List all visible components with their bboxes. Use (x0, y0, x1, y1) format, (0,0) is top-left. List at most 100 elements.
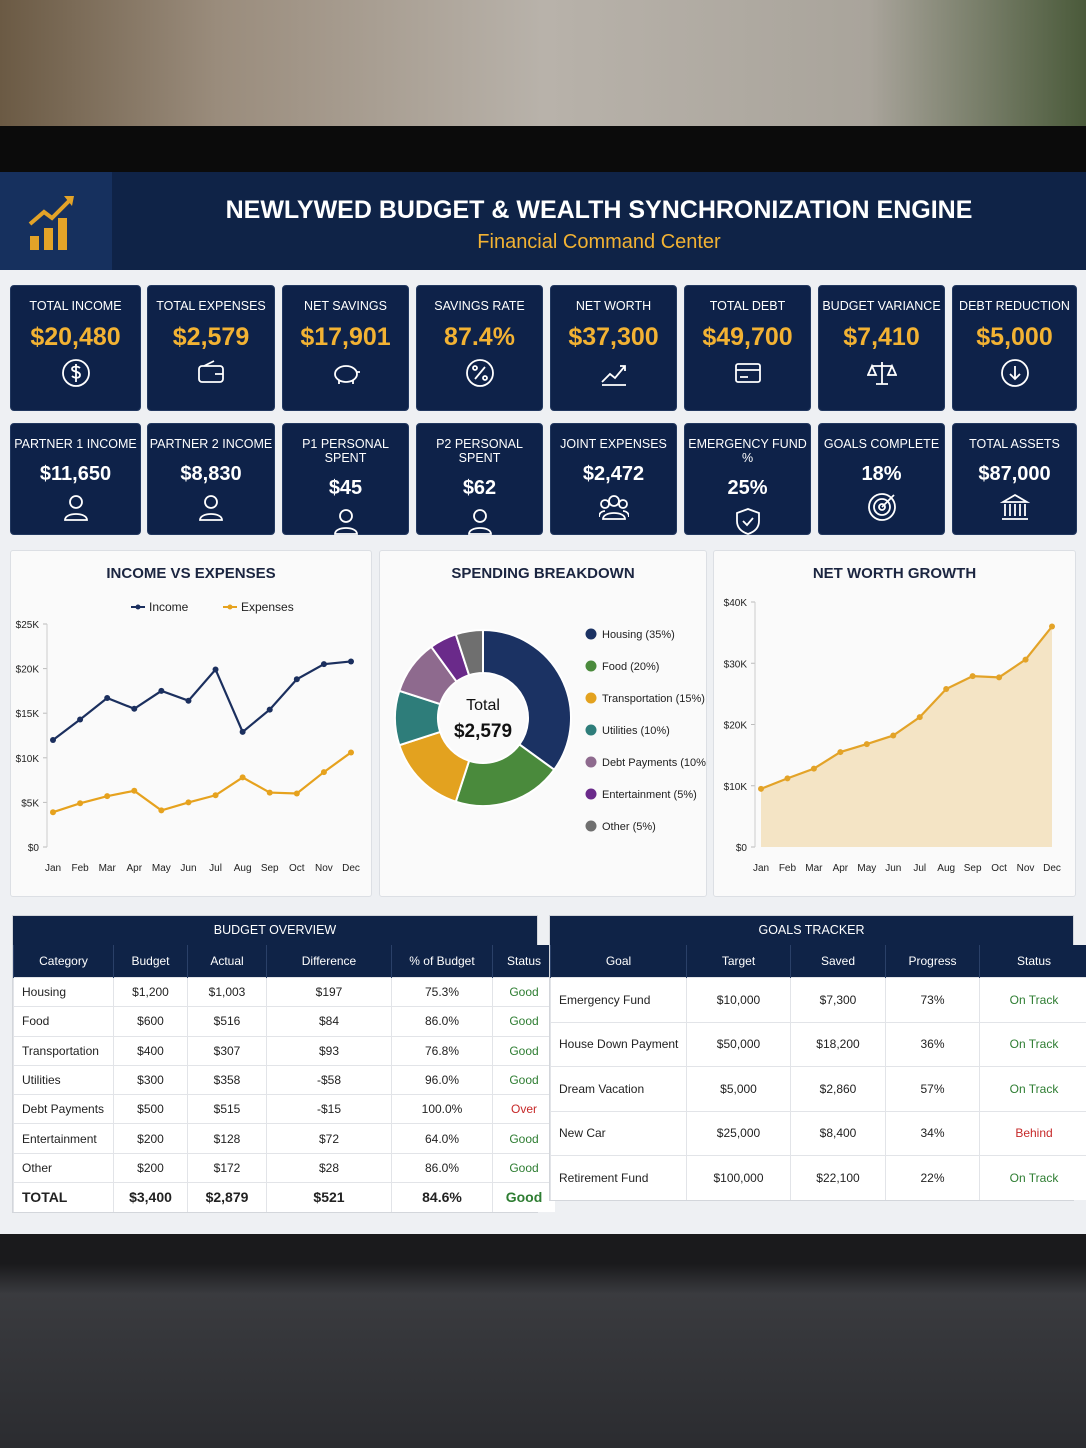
y-tick-label: $0 (736, 843, 748, 854)
kpi-icon (600, 365, 626, 386)
chart: INCOME VS EXPENSES $0 $5K $10K $15K $20K $25K J… (16, 565, 360, 874)
cell: $521 (266, 1182, 392, 1212)
chart-panel: NET WORTH GROWTH $0 $10K $20K $30K $40K Jan Feb… (713, 550, 1076, 897)
x-tick-label: Aug (234, 863, 252, 874)
title: NEWLYWED BUDGET & WEALTH SYNCHRONIZATION… (225, 196, 973, 224)
cell: $10,000 (686, 977, 791, 1022)
kpi-card: EMERGENCY FUND % 25% (684, 423, 811, 535)
kpi-value: $45 (328, 477, 363, 499)
y-tick-label: $30K (724, 659, 748, 670)
cell: $1,200 (113, 976, 188, 1007)
legend-dot (585, 660, 597, 672)
kpi-card: TOTAL INCOME $20,480 (10, 285, 141, 411)
point (758, 785, 764, 792)
cell: $500 (113, 1094, 188, 1124)
point (784, 775, 791, 782)
legend-dot (585, 628, 597, 640)
cell: On Track (979, 977, 1086, 1022)
point (320, 769, 327, 776)
cell: TOTAL (13, 1182, 114, 1212)
cell: House Down Payment (550, 1021, 687, 1067)
x-tick-label: Jun (180, 863, 196, 874)
column-header: % of Budget (391, 945, 493, 978)
cell: $516 (187, 1006, 267, 1037)
bezel (0, 126, 1086, 172)
goals-table: GOALS TRACKER Goal Target Saved Progress Stat… (549, 915, 1086, 1201)
kpi-card: NET SAVINGS $17,901 (282, 285, 409, 411)
kpi-label: TOTAL INCOME (29, 299, 122, 313)
y-tick-label: $5K (21, 798, 39, 809)
cell: $358 (187, 1064, 267, 1095)
keyboard (0, 1234, 1086, 1448)
kpi-value: 18% (861, 463, 902, 485)
point (266, 706, 273, 713)
point (77, 800, 84, 807)
point (212, 792, 219, 799)
legend-label: Utilities (10%) (602, 725, 670, 737)
column-header: Status (492, 945, 555, 978)
point (348, 658, 354, 665)
cell: 84.6% (391, 1182, 493, 1212)
table-row: New Car $25,000 $8,400 34% Behind (550, 1110, 1086, 1156)
table-row: Utilities $300 $358 -$58 96.0% Good (13, 1064, 555, 1095)
cell: $72 (266, 1123, 392, 1154)
subtitle: Financial Command Center (477, 231, 721, 253)
x-tick-label: May (152, 863, 171, 874)
cell: $600 (113, 1006, 188, 1037)
kpi-card: TOTAL DEBT $49,700 (684, 285, 811, 411)
cell: $128 (187, 1123, 267, 1154)
cell: $200 (113, 1123, 188, 1154)
x-tick-label: Dec (1043, 863, 1061, 874)
cell: Emergency Fund (550, 977, 687, 1022)
header (0, 172, 1086, 270)
point (810, 765, 817, 772)
column-header: Progress (885, 945, 980, 978)
kpi-card: JOINT EXPENSES $2,472 (550, 423, 677, 535)
legend-label: Other (5%) (602, 821, 656, 833)
kpi-icon (734, 363, 761, 383)
kpi-label: PARTNER 1 INCOME (14, 437, 137, 451)
kpi-value: $8,830 (180, 463, 242, 485)
slice (454, 628, 484, 677)
kpi-value: $11,650 (39, 463, 112, 485)
kpi-value: $2,472 (582, 463, 645, 485)
kpi-card: GOALS COMPLETE 18% (818, 423, 945, 535)
point (239, 774, 246, 781)
x-tick-label: Jan (753, 863, 769, 874)
kpi-icon (866, 362, 897, 385)
legend-label: Food (20%) (602, 661, 659, 673)
column-header: Status (979, 945, 1086, 978)
cell: Good (492, 1152, 555, 1183)
kpi-card: BUDGET VARIANCE $7,410 (818, 285, 945, 411)
table-row: Food $600 $516 $84 86.0% Good (13, 1006, 555, 1037)
cell: 57% (885, 1066, 980, 1111)
x-tick-label: Mar (805, 863, 823, 874)
kpi-label: NET SAVINGS (304, 299, 387, 313)
kpi-icon (735, 508, 760, 535)
point (320, 661, 327, 668)
x-tick-label: Sep (964, 863, 982, 874)
center-label: Total (466, 697, 500, 714)
x-tick-label: Apr (126, 863, 142, 874)
legend-dot (585, 724, 597, 736)
table-row: Debt Payments $500 $515 -$15 100.0% Over (13, 1094, 555, 1124)
point (50, 736, 56, 743)
kpi-value: $87,000 (978, 463, 1051, 485)
cell: $22,100 (790, 1155, 886, 1200)
kpi-label: GOALS COMPLETE (823, 437, 940, 451)
cell: $307 (187, 1035, 267, 1066)
x-tick-label: Nov (315, 863, 333, 874)
kpi-icon (333, 509, 358, 535)
kpi-value: $62 (462, 477, 497, 499)
cell: $100,000 (686, 1155, 791, 1200)
table-title: GOALS TRACKER (550, 916, 1073, 945)
y-tick-label: $0 (28, 843, 40, 854)
chart-title: SPENDING BREAKDOWN (451, 565, 634, 582)
cell: On Track (979, 1021, 1086, 1067)
cell: $25,000 (686, 1110, 791, 1156)
kpi-label: P1 PERSONAL SPENT (302, 437, 389, 465)
table-row: Emergency Fund $10,000 $7,300 73% On Track (550, 977, 1086, 1022)
x-tick-label: Jul (913, 863, 926, 874)
point (943, 685, 950, 692)
cell: Good (492, 1006, 555, 1037)
